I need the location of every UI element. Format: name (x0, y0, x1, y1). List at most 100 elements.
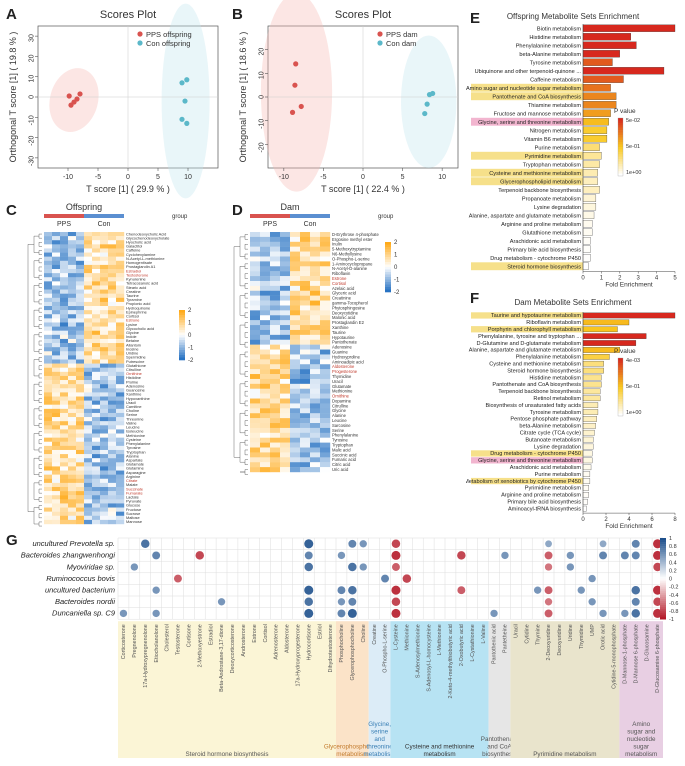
heatmap-cell (108, 380, 117, 385)
heatmap-cell (44, 359, 53, 364)
heatmap-cell (60, 359, 69, 364)
heatmap-cell (320, 295, 331, 301)
heatmap-cell (52, 281, 61, 286)
heatmap-cell (100, 252, 109, 257)
heatmap-cell (44, 256, 53, 261)
heatmap-cell (92, 269, 101, 274)
pathway-label: Cysteine and methionine metabolism (489, 171, 581, 177)
heatmap-cell (290, 462, 301, 468)
heatmap-cell (84, 326, 93, 331)
heatmap-cell (100, 384, 109, 389)
heatmap-cell (76, 449, 85, 455)
heatmap-cell (280, 276, 291, 282)
heatmap-cell (280, 462, 291, 468)
heatmap-cell (52, 384, 61, 389)
category-label: and CoA (487, 744, 512, 751)
pathway-label: Retinol metabolism (533, 396, 581, 402)
data-point (179, 80, 185, 86)
bacteria-label: uncultured bacterium (45, 586, 115, 595)
category-band (390, 621, 489, 758)
heatmap-cell (270, 383, 281, 389)
heatmap-cell (280, 408, 291, 414)
heatmap-row-label: Isoleucine (126, 429, 144, 434)
heatmap-cell (280, 300, 291, 306)
heatmap-cell (84, 441, 93, 447)
heatmap-cell (260, 403, 271, 409)
heatmap-cell (116, 482, 125, 488)
heatmap-cell (84, 433, 93, 438)
heatmap-cell (310, 437, 321, 443)
heatmap-row-label: Adenosine (126, 383, 144, 388)
pathway-label: Histidine metabolism (529, 375, 581, 381)
heatmap-cell (100, 437, 109, 442)
heatmap-cell (100, 495, 109, 500)
correlation-dot (501, 551, 509, 560)
heatmap-cell (60, 441, 69, 447)
heatmap-cell (92, 330, 101, 336)
x-tick-label: 8 (673, 517, 677, 523)
heatmap-cell (92, 256, 101, 261)
heatmap-cell (280, 418, 291, 424)
heatmap-cell (260, 295, 271, 301)
heatmap-cell (76, 326, 85, 331)
heatmap-cell (260, 232, 271, 238)
correlation-dot (566, 563, 575, 571)
heatmap-cell (44, 519, 53, 525)
metabolite-label: Dihydrotestosterone (328, 624, 334, 672)
heatmap-cell (280, 236, 291, 242)
pathway-highlight (471, 83, 583, 92)
heatmap-cell (44, 232, 53, 237)
enrichment-bar (582, 262, 589, 270)
heatmap-cell (270, 256, 281, 262)
heatmap-cell (60, 388, 69, 393)
heatmap-cell (270, 246, 281, 252)
dendrogram-branch (244, 351, 248, 358)
heatmap-cell (60, 429, 69, 434)
heatmap-cell (310, 354, 321, 360)
heatmap-cell (60, 519, 69, 525)
heatmap-cell (84, 486, 93, 492)
legend-swatch (618, 137, 623, 141)
heatmap-cell (100, 470, 109, 475)
heatmap-cell (116, 458, 125, 463)
heatmap-cell (76, 318, 85, 323)
heatmap-cell (300, 290, 311, 296)
heatmap-cell (52, 260, 61, 266)
heatmap-cell (320, 349, 331, 355)
heatmap-cell (92, 322, 101, 327)
color-bar-tick: -0.4 (669, 593, 678, 599)
correlation-dot (359, 563, 367, 571)
heatmap-cell (52, 511, 61, 516)
heatmap-cell (260, 280, 271, 287)
heatmap-cell (84, 511, 93, 516)
heatmap-row-label: N6-Methyllysine (332, 252, 362, 257)
heatmap-cell (280, 437, 291, 443)
heatmap-cell (280, 359, 291, 365)
heatmap-cell (92, 412, 101, 418)
heatmap-cell (270, 457, 281, 463)
heatmap-row-label: Putrescine (126, 359, 144, 364)
heatmap-cell (310, 418, 321, 424)
heatmap-cell (108, 293, 117, 299)
heatmap-cell (60, 367, 69, 373)
dendrogram-branch (38, 423, 42, 428)
heatmap-row-label: Mannose (126, 519, 142, 524)
heatmap-cell (76, 322, 85, 327)
dendrogram-branch (38, 472, 42, 477)
enrichment-bar (582, 228, 593, 236)
heatmap-cell (52, 425, 61, 430)
heatmap-cell (108, 421, 117, 426)
pathway-label: Biosynthesis of unsaturated fatty acids (486, 403, 582, 409)
pathway-highlight (471, 151, 583, 160)
heatmap-cell (92, 260, 101, 266)
correlation-dot (337, 598, 346, 606)
color-bar-swatch (660, 578, 666, 581)
heatmap-cell (290, 236, 301, 242)
heatmap-cell (100, 519, 109, 525)
legend-marker (137, 40, 143, 46)
correlation-matrix: uncultured Prevotella sp.Bacteroides zha… (21, 536, 678, 758)
heatmap-cell (108, 507, 117, 512)
heatmap-cell (92, 449, 101, 455)
heatmap-row-label: Guanosine (126, 388, 145, 393)
enrichment-bar (582, 41, 637, 49)
